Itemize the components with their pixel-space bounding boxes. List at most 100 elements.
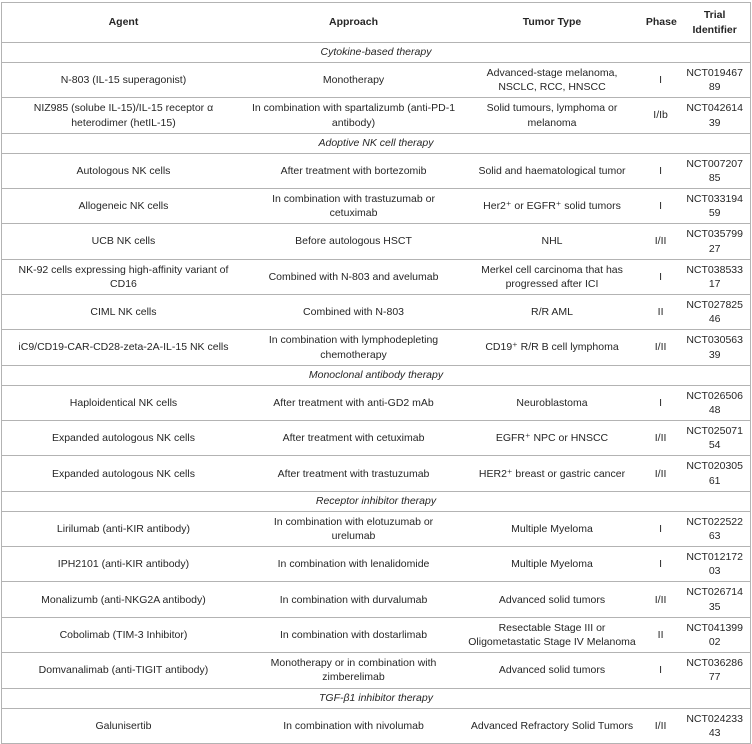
- phase-cell: I: [659, 270, 663, 283]
- tumor-type-cell: R/R AML: [530, 306, 573, 319]
- section-row: Adoptive NK cell therapy: [1, 133, 751, 153]
- trial-identifier-cell: NCT02423343: [686, 712, 743, 739]
- approach-cell: After treatment with anti-GD2 mAb: [273, 396, 434, 409]
- tumor-type-cell: Merkel cell carcinoma that has progresse…: [481, 263, 623, 290]
- phase-cell: II: [657, 306, 664, 319]
- trial-identifier-cell: NCT01946789: [686, 67, 743, 94]
- column-header-trial-identifier: Trial Identifier: [692, 9, 737, 36]
- tumor-type-cell: Advanced-stage melanoma, NSCLC, RCC, HNS…: [486, 67, 618, 94]
- trial-identifier-cell: NCT04261439: [686, 102, 743, 129]
- phase-cell: I: [659, 200, 663, 213]
- trial-identifier-cell: NCT03319459: [686, 193, 743, 220]
- table-body: Cytokine-based therapy N-803 (IL-15 super…: [1, 42, 751, 744]
- trial-identifier-cell: NCT03628677: [686, 657, 743, 684]
- trial-identifier-cell: NCT02252263: [686, 515, 743, 542]
- approach-cell: In combination with lymphodepleting chem…: [268, 334, 439, 361]
- table-row: Monalizumb (anti-NKG2A antibody) In combi…: [1, 581, 751, 617]
- tumor-type-cell: Solid tumours, lymphoma or melanoma: [486, 102, 618, 129]
- trial-identifier-cell: NCT00720785: [686, 157, 743, 184]
- table-row: CIML NK cells Combined with N-803 R/R AML I…: [1, 294, 751, 330]
- agent-cell: Haploidentical NK cells: [69, 396, 178, 409]
- agent-cell: CIML NK cells: [90, 306, 157, 319]
- column-header-approach: Approach: [329, 16, 379, 29]
- tumor-type-cell: Resectable Stage III or Oligometastatic …: [468, 621, 636, 648]
- agent-cell: NIZ985 (solube IL-15)/IL-15 receptor α h…: [33, 102, 214, 129]
- header-row: Agent Approach Tumor Type Phase Trial Id…: [2, 3, 751, 43]
- table-row: Cobolimab (TIM-3 Inhibitor) In combinatio…: [1, 617, 751, 652]
- table-row: IPH2101 (anti-KIR antibody) In combinatio…: [1, 546, 751, 582]
- section-label: Cytokine-based therapy: [320, 46, 432, 59]
- approach-cell: In combination with elotuzumab or urelum…: [273, 515, 434, 542]
- tumor-type-cell: Advanced solid tumors: [498, 593, 606, 606]
- column-header-agent: Agent: [108, 16, 139, 29]
- table-row: Lirilumab (anti-KIR antibody) In combinat…: [1, 511, 751, 546]
- phase-cell: I: [659, 664, 663, 677]
- trial-identifier-cell: NCT02030561: [686, 460, 743, 487]
- tumor-type-cell: CD19⁺ R/R B cell lymphoma: [485, 341, 619, 354]
- table-header: Agent Approach Tumor Type Phase Trial Id…: [2, 3, 751, 43]
- trial-identifier-cell: NCT02782546: [686, 299, 743, 326]
- tumor-type-cell: NHL: [541, 235, 563, 248]
- phase-cell: I: [659, 522, 663, 535]
- section-label: TGF-β1 inhibitor therapy: [319, 691, 433, 704]
- agent-cell: Expanded autologous NK cells: [51, 432, 195, 445]
- approach-cell: In combination with dostarlimab: [279, 628, 428, 641]
- table-row: Galunisertib In combination with nivoluma…: [1, 708, 751, 743]
- table-row: UCB NK cells Before autologous HSCT NHL I/I…: [1, 223, 751, 259]
- section-row: TGF-β1 inhibitor therapy: [1, 688, 751, 708]
- agent-cell: Domvanalimab (anti-TIGIT antibody): [38, 664, 209, 677]
- tumor-type-cell: Her2⁺ or EGFR⁺ solid tumors: [483, 200, 621, 213]
- agent-cell: Cobolimab (TIM-3 Inhibitor): [59, 628, 188, 641]
- approach-cell: After treatment with trastuzumab: [277, 467, 430, 480]
- tumor-type-cell: Solid and haematological tumor: [478, 164, 626, 177]
- agent-cell: IPH2101 (anti-KIR antibody): [57, 558, 190, 571]
- tumor-type-cell: Advanced solid tumors: [498, 664, 606, 677]
- trial-identifier-cell: NCT03056339: [686, 334, 743, 361]
- tumor-type-cell: Neuroblastoma: [516, 396, 588, 409]
- approach-cell: Before autologous HSCT: [295, 235, 412, 248]
- phase-cell: I/Ib: [653, 109, 668, 122]
- agent-cell: Monalizumb (anti-NKG2A antibody): [41, 593, 206, 606]
- phase-cell: II: [657, 628, 664, 641]
- trial-identifier-cell: NCT02671435: [686, 586, 743, 613]
- agent-cell: Allogeneic NK cells: [78, 200, 169, 213]
- trial-identifier-cell: NCT02507154: [686, 425, 743, 452]
- phase-cell: I: [659, 164, 663, 177]
- table-row: Domvanalimab (anti-TIGIT antibody) Monoth…: [1, 652, 751, 688]
- agent-cell: UCB NK cells: [91, 235, 156, 248]
- trial-identifier-cell: NCT04139902: [686, 621, 743, 648]
- table-row: NK-92 cells expressing high-affinity var…: [1, 259, 751, 294]
- section-label: Receptor inhibitor therapy: [315, 495, 437, 508]
- approach-cell: In combination with nivolumab: [283, 719, 424, 732]
- tumor-type-cell: Advanced Refractory Solid Tumors: [470, 719, 634, 732]
- approach-cell: Combined with N-803 and avelumab: [268, 270, 439, 283]
- tumor-type-cell: Multiple Myeloma: [511, 558, 593, 571]
- agent-cell: N-803 (IL-15 superagonist): [60, 74, 187, 87]
- approach-cell: In combination with trastuzumab or cetux…: [272, 193, 435, 220]
- section-row: Monoclonal antibody therapy: [1, 365, 751, 385]
- table-row: N-803 (IL-15 superagonist) Monotherapy Adv…: [1, 62, 751, 98]
- agent-cell: Autologous NK cells: [76, 164, 171, 177]
- trial-identifier-cell: NCT03579927: [686, 228, 743, 255]
- section-row: Cytokine-based therapy: [1, 42, 751, 63]
- phase-cell: I/II: [654, 719, 667, 732]
- approach-cell: In combination with lenalidomide: [277, 558, 430, 571]
- agent-cell: Lirilumab (anti-KIR antibody): [56, 522, 190, 535]
- table-row: NIZ985 (solube IL-15)/IL-15 receptor α h…: [1, 97, 751, 133]
- section-row: Receptor inhibitor therapy: [1, 491, 751, 511]
- agent-cell: NK-92 cells expressing high-affinity var…: [18, 263, 229, 290]
- column-header-phase: Phase: [645, 16, 677, 29]
- section-label: Adoptive NK cell therapy: [318, 137, 434, 150]
- agent-cell: iC9/CD19-CAR-CD28-zeta-2A-IL-15 NK cells: [18, 341, 229, 354]
- tumor-type-cell: Multiple Myeloma: [511, 522, 593, 535]
- approach-cell: After treatment with cetuximab: [282, 432, 425, 445]
- phase-cell: I: [659, 74, 663, 87]
- phase-cell: I/II: [654, 341, 667, 354]
- agent-cell: Galunisertib: [95, 719, 152, 732]
- table-row: Haploidentical NK cells After treatment w…: [1, 385, 751, 420]
- tumor-type-cell: HER2⁺ breast or gastric cancer: [478, 467, 626, 480]
- phase-cell: I: [659, 396, 663, 409]
- phase-cell: I/II: [654, 235, 667, 248]
